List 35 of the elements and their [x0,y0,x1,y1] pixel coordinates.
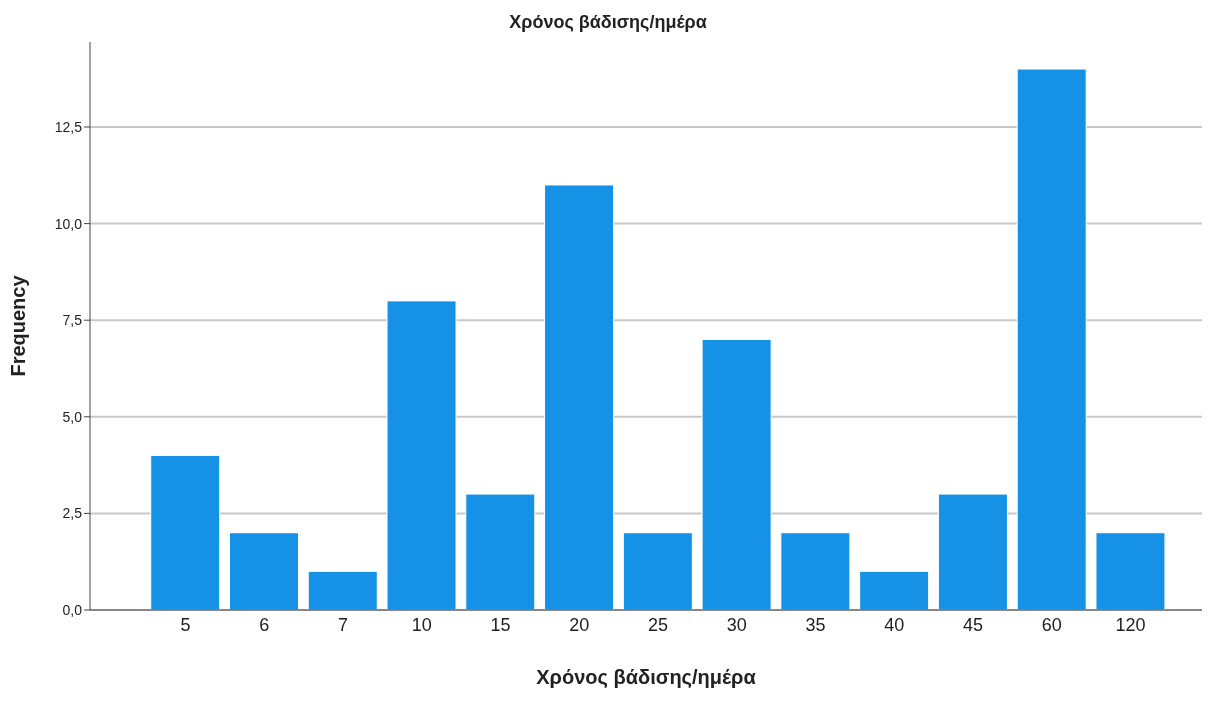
bar [465,493,536,610]
chart-title: Χρόνος βάδισης/ημέρα [508,12,708,33]
x-tick-label: 45 [963,614,984,635]
x-tick-label: 7 [337,614,348,635]
bar [1016,68,1087,610]
bar [780,532,851,610]
bar [701,339,772,610]
y-tick-label: 10,0 [54,215,83,232]
x-tick-label: 10 [411,614,432,635]
x-tick-label: 6 [259,614,270,635]
x-tick-label: 60 [1041,614,1062,635]
bar [859,570,930,610]
bar [229,532,299,610]
y-tick-label: 7,5 [62,312,83,329]
bar [937,493,1008,610]
bar [307,570,378,610]
x-tick-label: 25 [647,614,669,635]
x-tick-label: 120 [1115,614,1146,635]
y-tick-label: 0,0 [62,601,83,618]
x-axis-title: Χρόνος βάδισης/ημέρα [536,666,757,688]
y-tick-label: 5,0 [62,408,83,425]
y-axis-title: Frequency [7,274,30,377]
bar [544,184,615,610]
y-tick-label: 12,5 [54,118,83,135]
y-tick-label: 2,5 [62,505,83,522]
x-tick-label: 35 [805,614,826,635]
bar [386,300,457,610]
x-tick-label: 15 [490,614,511,635]
x-tick-label: 40 [884,614,905,635]
bar [150,454,221,610]
bar [622,532,693,610]
x-tick-label: 20 [569,614,590,635]
bar [1095,532,1166,610]
x-tick-label: 5 [180,614,191,635]
x-tick-label: 30 [726,614,747,635]
